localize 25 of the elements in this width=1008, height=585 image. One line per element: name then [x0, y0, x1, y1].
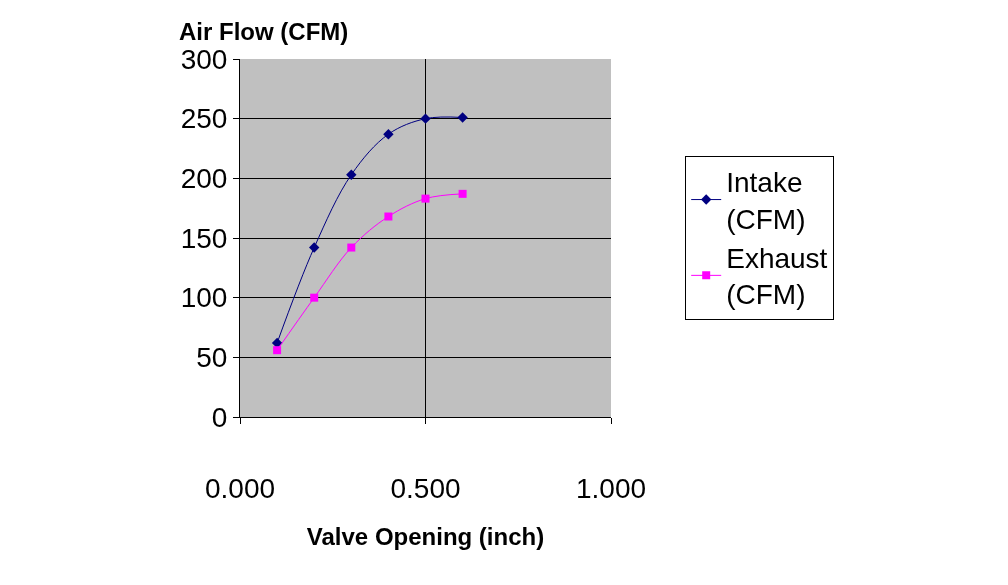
point: [458, 189, 467, 198]
y-tick-label: 300: [180, 43, 228, 75]
x-tick-label: 0.000: [204, 472, 276, 504]
y-tick-label: 150: [180, 222, 228, 254]
point: [457, 112, 468, 123]
x-tick-label: 1.000: [575, 472, 647, 504]
point: [273, 346, 282, 355]
point: [384, 212, 393, 221]
legend-label: Exhaust (CFM): [726, 243, 828, 311]
legend-label: Intake (CFM): [726, 167, 806, 235]
point: [346, 169, 357, 180]
y-tick-label: 0: [211, 401, 228, 433]
y-tick-label: 100: [180, 282, 228, 314]
y-tick-label: 50: [196, 342, 228, 374]
y-tick-label: 200: [180, 163, 228, 195]
point: [383, 128, 394, 140]
point: [420, 113, 431, 124]
y-tick-label: 250: [180, 103, 228, 135]
point: [421, 194, 430, 203]
x-axis-title: Valve Opening (inch): [306, 522, 545, 550]
y-axis-title: Air Flow (CFM): [179, 18, 349, 45]
point: [310, 293, 319, 302]
point: [347, 243, 356, 252]
point: [309, 242, 320, 253]
x-tick-label: 0.500: [390, 472, 461, 504]
